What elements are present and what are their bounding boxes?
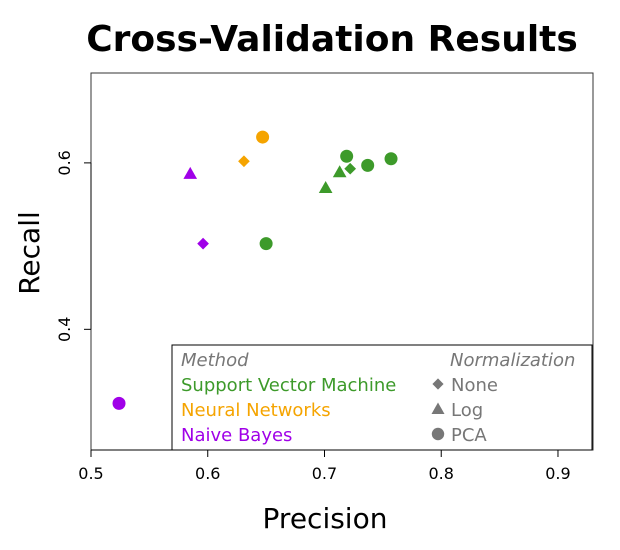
legend-normalization-item: PCA xyxy=(451,425,487,446)
legend: Method Normalization Support Vector Mach… xyxy=(171,344,593,451)
x-tick-label: 0.5 xyxy=(78,464,103,483)
data-point xyxy=(361,158,375,172)
x-tick-label: 0.6 xyxy=(195,464,220,483)
data-point xyxy=(197,237,209,250)
data-point xyxy=(256,130,270,144)
legend-box xyxy=(171,344,593,451)
data-point xyxy=(318,181,333,194)
chart-title: Cross-Validation Results xyxy=(86,19,578,60)
legend-triangle-icon xyxy=(431,402,445,414)
y-ticks: 0.4 0.6 xyxy=(55,150,91,342)
data-point xyxy=(259,237,273,251)
data-point xyxy=(340,149,354,163)
legend-normalization-item: None xyxy=(451,375,498,396)
x-tick-label: 0.8 xyxy=(429,464,454,483)
y-axis: 0.4 0.6 xyxy=(55,150,92,342)
x-ticks: 0.5 0.6 0.7 0.8 0.9 xyxy=(78,450,571,483)
legend-normalization-title: Normalization xyxy=(450,350,575,371)
data-point xyxy=(238,155,250,168)
data-points xyxy=(112,130,398,410)
y-tick-label: 0.4 xyxy=(55,317,74,342)
data-point xyxy=(384,152,398,166)
x-axis: 0.5 0.6 0.7 0.8 0.9 xyxy=(78,449,571,483)
data-point xyxy=(183,166,198,179)
data-point xyxy=(332,165,347,178)
legend-circle-icon xyxy=(431,427,445,441)
legend-diamond-icon xyxy=(432,378,444,390)
legend-method-item: Support Vector Machine xyxy=(181,375,396,396)
legend-normalizations: None Log PCA xyxy=(431,375,498,446)
x-axis-title: Precision xyxy=(263,502,388,535)
legend-normalization-item: Log xyxy=(451,400,483,421)
legend-methods: Support Vector Machine Neural Networks Nai… xyxy=(181,375,396,446)
legend-method-item: Neural Networks xyxy=(181,400,331,421)
y-tick-label: 0.6 xyxy=(55,150,74,175)
x-tick-label: 0.9 xyxy=(545,464,570,483)
y-axis-title: Recall xyxy=(13,211,46,295)
data-point xyxy=(344,162,357,175)
legend-method-item: Naive Bayes xyxy=(181,425,292,446)
x-tick-label: 0.7 xyxy=(312,464,337,483)
legend-method-title: Method xyxy=(181,350,249,371)
data-point xyxy=(112,396,126,410)
